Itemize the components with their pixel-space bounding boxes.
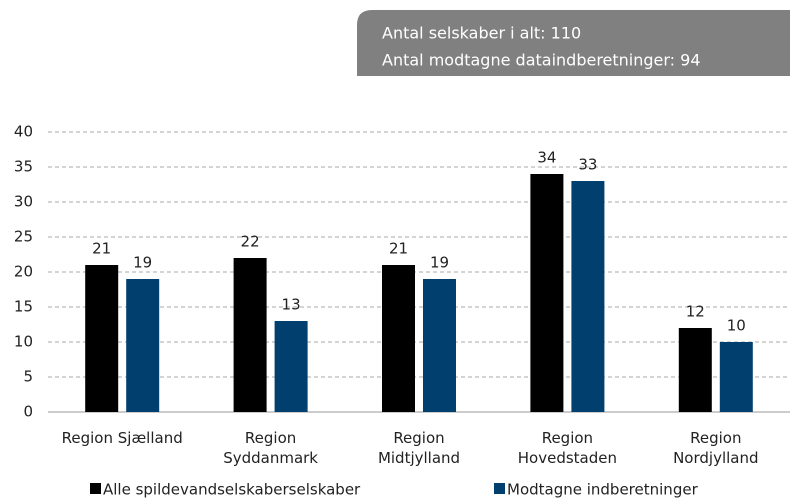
y-tick-label: 10 xyxy=(14,333,33,351)
data-label: 34 xyxy=(537,149,556,167)
data-label: 13 xyxy=(282,296,301,314)
x-tick-label: Region Syddanmark xyxy=(223,429,318,467)
legend-label: Modtagne indberetninger xyxy=(507,481,699,498)
data-label: 33 xyxy=(578,156,597,174)
bar xyxy=(678,328,712,412)
data-label: 10 xyxy=(727,317,746,335)
legend-label: Alle spildevandselskaberselskaber xyxy=(103,481,361,498)
bar xyxy=(274,321,308,412)
y-tick-label: 35 xyxy=(14,158,33,176)
data-label: 21 xyxy=(389,240,408,258)
x-tick-label: Region Midtjylland xyxy=(377,429,461,467)
bar xyxy=(423,279,456,412)
y-tick-label: 5 xyxy=(23,368,33,386)
x-tick-label: Region Hovedstaden xyxy=(517,429,617,467)
data-label: 21 xyxy=(92,240,111,258)
y-tick-label: 40 xyxy=(14,123,33,141)
annotation: Antal modtagne dataindberetninger: 94 xyxy=(382,51,701,70)
annotation-box xyxy=(357,10,790,76)
y-tick-label: 30 xyxy=(14,193,33,211)
bar xyxy=(126,279,160,412)
y-tick-label: 15 xyxy=(14,298,33,316)
bar xyxy=(382,265,415,412)
bar xyxy=(530,174,564,412)
y-tick-label: 25 xyxy=(14,228,33,246)
data-label: 12 xyxy=(686,303,705,321)
legend-swatch xyxy=(90,483,101,494)
x-tick-label: Region Sjælland xyxy=(61,429,183,447)
data-label: 22 xyxy=(241,233,260,251)
y-tick-label: 0 xyxy=(23,403,33,421)
bar xyxy=(571,181,605,412)
x-tick-label: Region Nordjylland xyxy=(673,429,759,467)
annotation: Antal selskaber i alt: 110 xyxy=(382,24,581,43)
legend-swatch xyxy=(494,483,505,494)
bar xyxy=(719,342,753,412)
bar xyxy=(85,265,119,412)
y-tick-label: 20 xyxy=(14,263,33,281)
bar xyxy=(233,258,267,412)
data-label: 19 xyxy=(430,254,449,272)
data-label: 19 xyxy=(133,254,152,272)
